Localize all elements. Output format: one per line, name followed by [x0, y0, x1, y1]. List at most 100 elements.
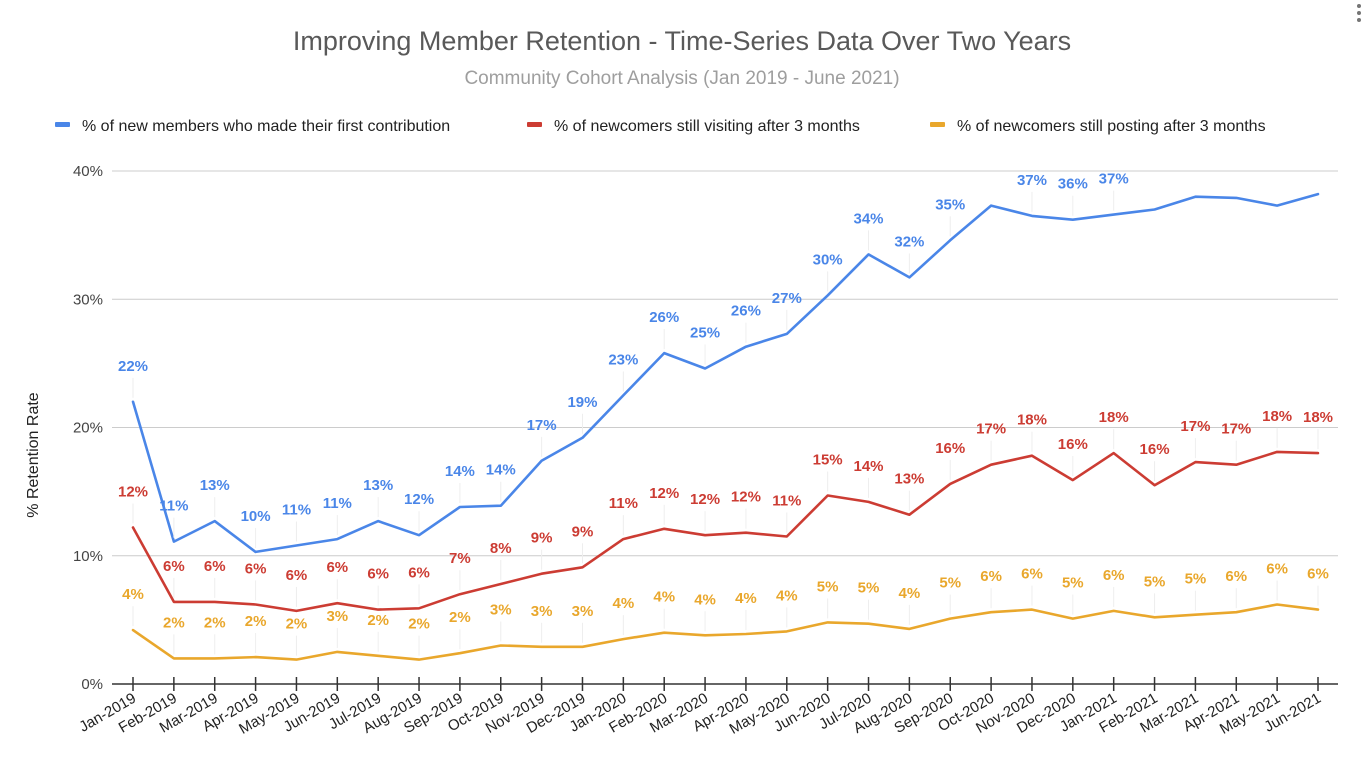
data-label: 30%	[813, 251, 843, 268]
data-label: 18%	[1303, 409, 1333, 426]
legend: % of new members who made their first co…	[55, 118, 1266, 135]
data-label: 4%	[776, 587, 798, 604]
data-label: 14%	[445, 463, 475, 480]
data-label: 2%	[449, 609, 471, 626]
data-label: 11%	[159, 498, 188, 515]
data-label: 16%	[935, 440, 965, 457]
data-label: 9%	[531, 530, 553, 547]
data-label: 11%	[772, 493, 801, 510]
data-label: 6%	[1307, 566, 1329, 583]
data-label: 5%	[1144, 573, 1166, 590]
data-label: 4%	[694, 591, 716, 608]
data-label: 2%	[286, 616, 308, 633]
data-label: 13%	[363, 477, 393, 494]
data-label: 27%	[772, 290, 802, 307]
y-tick-label: 30%	[73, 291, 103, 308]
data-label: 11%	[282, 501, 311, 518]
legend-label: % of newcomers still posting after 3 mon…	[957, 118, 1266, 135]
data-label: 17%	[1221, 421, 1251, 438]
data-label: 16%	[1058, 436, 1088, 453]
data-label: 3%	[326, 608, 348, 625]
data-label: 35%	[935, 196, 965, 213]
data-label: 7%	[449, 550, 471, 567]
data-label: 26%	[649, 309, 679, 326]
data-label: 5%	[858, 580, 880, 597]
data-label: 12%	[118, 484, 148, 501]
data-label: 34%	[854, 210, 884, 227]
data-label: 22%	[118, 358, 148, 375]
data-labels: 22% 11% 13% 10% 11% 11% 13% 12% 14% 14% 17% 19% 23% 2…	[118, 171, 1333, 656]
data-label: 11%	[609, 495, 638, 512]
series-line-1	[131, 192, 1320, 554]
data-label: 6%	[245, 560, 267, 577]
data-label: 4%	[735, 590, 757, 607]
legend-swatch	[527, 122, 542, 127]
y-tick-label: 10%	[73, 548, 103, 565]
data-label: 32%	[894, 233, 924, 250]
data-label: 14%	[854, 458, 884, 475]
data-label: 6%	[367, 566, 389, 583]
series-lines	[131, 192, 1320, 661]
data-label: 6%	[980, 568, 1002, 585]
legend-label: % of newcomers still visiting after 3 mo…	[554, 118, 860, 135]
data-label: 18%	[1262, 408, 1292, 425]
data-label: 2%	[367, 612, 389, 629]
data-label: 4%	[653, 589, 675, 606]
data-label: 6%	[326, 559, 348, 576]
data-label: 2%	[408, 616, 430, 633]
data-label: 4%	[122, 586, 144, 603]
chart-subtitle: Community Cohort Analysis (Jan 2019 - Ju…	[464, 68, 900, 89]
data-label: 25%	[690, 325, 720, 342]
data-label: 13%	[200, 477, 230, 494]
data-label: 6%	[408, 564, 430, 581]
chart-title: Improving Member Retention - Time-Series…	[292, 26, 1072, 56]
data-label: 18%	[1017, 412, 1047, 429]
legend-swatch	[55, 122, 70, 127]
data-label: 8%	[490, 540, 512, 557]
series-line-2	[131, 450, 1320, 613]
data-label: 12%	[649, 485, 679, 502]
data-label: 23%	[608, 351, 638, 368]
data-label: 6%	[1225, 568, 1247, 585]
y-tick-label: 40%	[73, 163, 103, 180]
series-line-3	[131, 603, 1320, 661]
data-label: 26%	[731, 303, 761, 320]
data-label: 5%	[817, 578, 839, 595]
data-label: 6%	[1103, 567, 1125, 584]
data-label: 15%	[813, 451, 843, 468]
data-label: 37%	[1099, 171, 1129, 188]
data-label: 17%	[527, 417, 557, 434]
data-label: 17%	[976, 421, 1006, 438]
data-label: 3%	[490, 602, 512, 619]
data-label: 10%	[241, 508, 271, 525]
y-tick-label: 20%	[73, 420, 103, 437]
data-label: 3%	[531, 603, 553, 620]
data-label: 6%	[1266, 560, 1288, 577]
data-label: 2%	[204, 614, 226, 631]
data-label: 12%	[404, 491, 434, 508]
data-label: 4%	[613, 595, 635, 612]
data-label: 11%	[323, 495, 352, 512]
y-tick-label: 0%	[81, 676, 103, 693]
data-label: 6%	[163, 558, 185, 575]
data-label: 4%	[899, 585, 921, 602]
data-label: 2%	[245, 613, 267, 630]
data-label: 6%	[1021, 566, 1043, 583]
data-label: 12%	[690, 491, 720, 508]
data-label: 13%	[894, 471, 924, 488]
data-label: 9%	[572, 523, 594, 540]
data-label: 5%	[1185, 571, 1207, 588]
legend-label: % of new members who made their first co…	[82, 118, 450, 135]
legend-swatch	[930, 122, 945, 127]
data-label: 14%	[486, 462, 516, 479]
data-label: 6%	[286, 567, 308, 584]
data-label: 12%	[731, 489, 761, 506]
data-label: 36%	[1058, 176, 1088, 193]
data-label: 2%	[163, 614, 185, 631]
data-label: 3%	[572, 603, 594, 620]
data-label: 5%	[1062, 575, 1084, 592]
data-label: 18%	[1099, 409, 1129, 426]
data-label: 19%	[567, 394, 597, 411]
more-vert-icon[interactable]	[1352, 2, 1366, 24]
